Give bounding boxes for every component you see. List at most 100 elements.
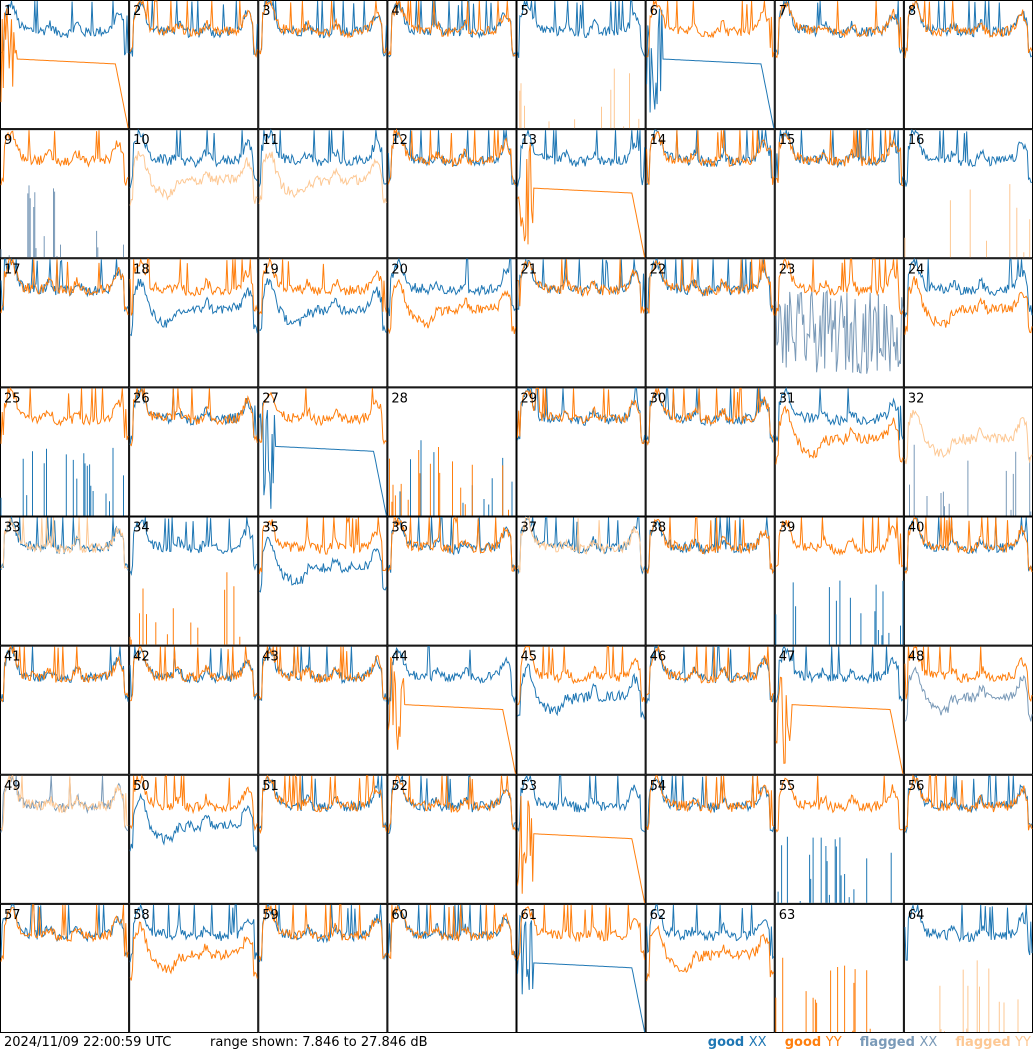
series-xx-good: [388, 0, 516, 58]
panel-frame: [774, 129, 904, 259]
panel-frame: [774, 903, 904, 1033]
panel-2: 2: [129, 0, 259, 130]
panel-frame: [774, 774, 904, 904]
panel-10: 10: [129, 128, 259, 259]
series-yy-good: [904, 276, 1033, 335]
series-xx-good: [387, 516, 516, 573]
panel-label: 23: [779, 262, 796, 277]
panel-frame: [774, 0, 904, 130]
series-xx-good: [904, 257, 1033, 318]
series-yy-good: [387, 128, 516, 186]
panel-label: 25: [4, 391, 21, 406]
panel-label: 6: [650, 4, 658, 19]
series-yy-good: [258, 0, 387, 55]
panel-49: 49: [0, 774, 130, 904]
series-yy-flagged: [517, 516, 645, 573]
panel-38: 38: [645, 516, 775, 646]
series-yy-flagged: [258, 151, 387, 205]
panel-36: 36: [387, 516, 517, 646]
panel-frame: [903, 774, 1033, 904]
panel-17: 17: [0, 258, 130, 388]
panel-34: 34: [129, 516, 259, 646]
series-yy-flagged: [519, 68, 640, 129]
series-yy-good: [387, 0, 516, 57]
panel-label: 26: [133, 391, 150, 406]
series-xx-good: [517, 663, 646, 720]
panel-19: 19: [258, 257, 388, 388]
panel-5: 5: [516, 0, 646, 130]
panel-label: 36: [391, 521, 408, 536]
series-yy-good: [775, 130, 904, 187]
panel-label: 47: [779, 650, 796, 665]
panel-27: 27: [258, 387, 388, 517]
series-yy-good: [0, 8, 129, 129]
panel-9: 9: [0, 129, 130, 259]
panel-21: 21: [516, 258, 646, 388]
panel-label: 51: [262, 779, 279, 794]
panel-label: 40: [908, 521, 925, 536]
panel-42: 42: [129, 645, 259, 775]
panel-frame: [516, 387, 646, 517]
panel-23: 23: [774, 258, 904, 388]
panel-label: 21: [521, 262, 538, 277]
series-yy-flagged: [0, 775, 129, 832]
panel-22: 22: [645, 258, 775, 388]
panel-frame: [129, 645, 259, 775]
panel-label: 64: [908, 908, 925, 923]
panel-8: 8: [903, 0, 1033, 130]
panel-52: 52: [387, 774, 517, 904]
series-xx-good: [646, 8, 775, 129]
panel-44: 44: [387, 645, 517, 775]
panel-45: 45: [516, 645, 646, 775]
series-yy-good: [129, 572, 241, 645]
panel-frame: [516, 258, 646, 388]
panel-label: 52: [391, 779, 408, 794]
panel-label: 41: [4, 650, 21, 665]
series-yy-good: [775, 775, 903, 833]
panel-label: 24: [908, 262, 925, 277]
panel-label: 30: [650, 391, 667, 406]
legend-flagged-xx-status: flagged: [859, 1035, 915, 1050]
series-yy-good: [904, 516, 1033, 575]
panel-frame: [0, 645, 130, 775]
panel-label: 29: [521, 391, 538, 406]
panel-33: 33: [0, 516, 130, 646]
series-yy-good: [387, 278, 516, 335]
panel-frame: [516, 645, 646, 775]
series-xx-flagged: [775, 289, 904, 374]
series-yy-good: [258, 257, 387, 315]
series-yy-good: [129, 388, 258, 447]
series-yy-good: [0, 645, 129, 703]
panel-frame: [645, 774, 775, 904]
panel-label: 53: [521, 779, 538, 794]
panel-label: 1: [4, 4, 12, 19]
legend-flagged-xx-pol: XX: [919, 1035, 938, 1050]
timestamp: 2024/11/09 22:00:59 UTC: [4, 1035, 172, 1050]
series-yy-good: [775, 676, 904, 774]
panel-64: 64: [903, 903, 1033, 1033]
series-xx-good: [0, 447, 124, 516]
series-xx-good: [129, 278, 258, 337]
panel-37: 37: [516, 515, 646, 646]
legend-flagged-yy-status: flagged: [955, 1035, 1011, 1050]
panel-label: 4: [391, 4, 399, 19]
panel-frame: [129, 774, 259, 904]
series-yy-good: [517, 904, 646, 961]
panel-53: 53: [516, 774, 646, 904]
panel-label: 59: [262, 908, 279, 923]
panel-63: 63: [774, 903, 904, 1033]
panel-frame: [645, 387, 775, 517]
series-yy-good: [517, 259, 646, 314]
series-yy-good: [258, 388, 387, 445]
series-xx-good: [775, 386, 904, 442]
series-xx-good: [0, 904, 129, 958]
panel-7: 7: [774, 0, 904, 130]
panel-28: 28: [387, 387, 517, 517]
panel-frame: [129, 387, 259, 517]
panel-13: 13: [516, 129, 646, 259]
legend-good-yy-pol: YY: [825, 1035, 842, 1050]
panel-frame: [387, 774, 517, 904]
series-yy-good: [775, 258, 904, 316]
range-text: range shown: 7.846 to 27.846 dB: [210, 1035, 428, 1050]
